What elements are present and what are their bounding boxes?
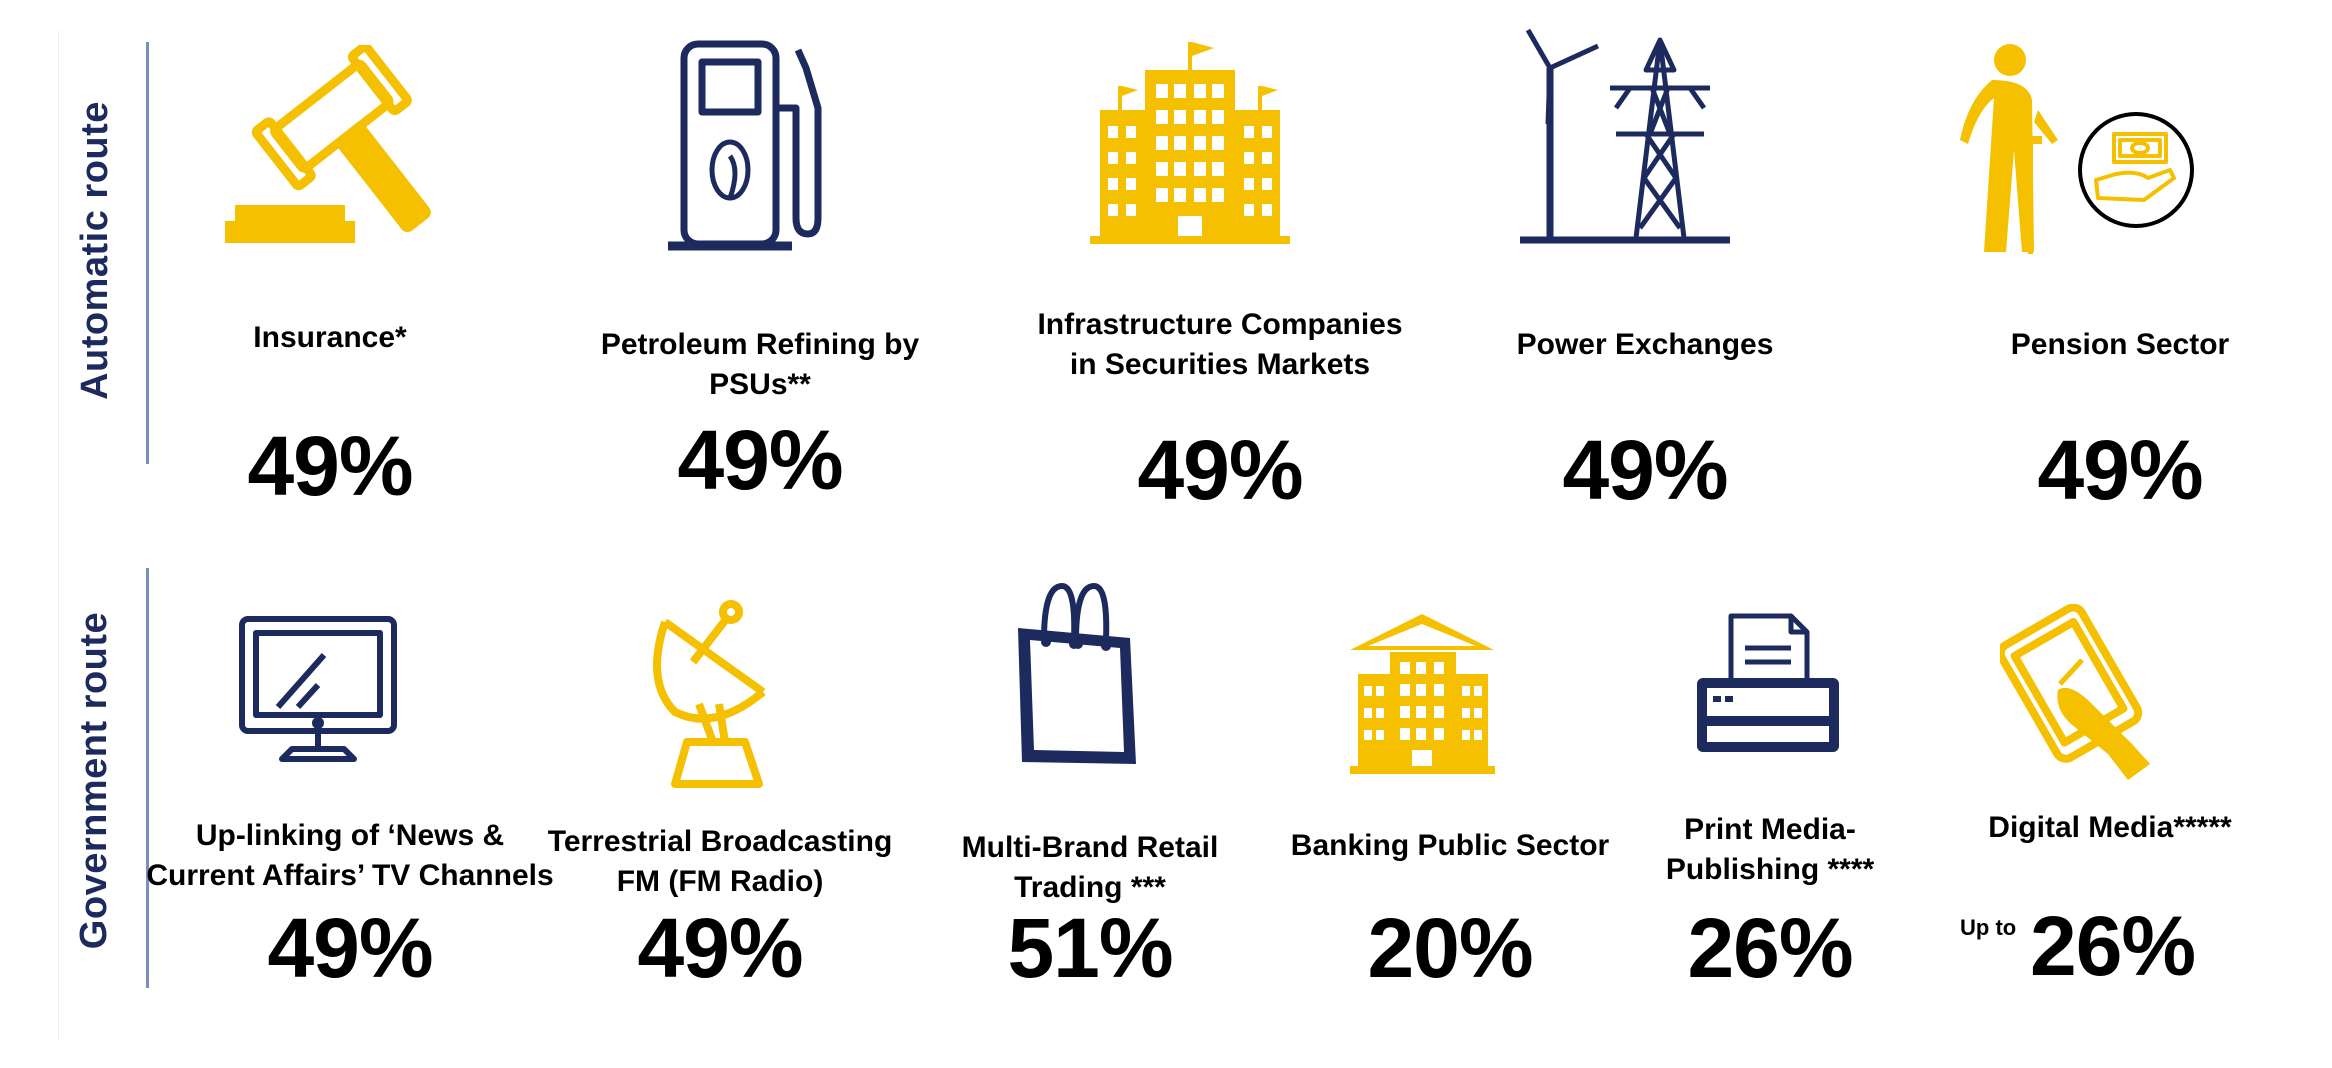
fdi-percentage: 49%: [1137, 423, 1303, 517]
fdi-percentage: 20%: [1367, 901, 1533, 995]
monitor-icon: [238, 615, 398, 765]
sector-label: Power Exchanges: [1516, 328, 1774, 361]
automatic-route-label: Automatic route: [73, 100, 116, 400]
sector-label: Banking Public Sector: [1290, 829, 1610, 862]
sector-label: Infrastructure Companies in Securities M…: [1037, 308, 1403, 381]
sector-label: Digital Media*****: [1988, 811, 2232, 844]
fdi-percentage: 49%: [2037, 423, 2203, 517]
printer-icon: [1693, 612, 1843, 757]
fdi-percentage: 51%: [1007, 901, 1173, 995]
left-edge-line: [58, 30, 59, 1040]
fdi-percentage: 26%: [2030, 899, 2196, 993]
fdi-percentage: 49%: [637, 901, 803, 995]
sector-label: Insurance*: [253, 321, 407, 354]
government-route-label: Government route: [73, 611, 116, 949]
tablet-touch-icon: [2000, 604, 2170, 784]
shopping-bag-icon: [1012, 580, 1142, 770]
sector-label: Petroleum Refining by PSUs**: [600, 328, 920, 401]
up-to-prefix: Up to: [1960, 915, 2017, 940]
government-route-divider: [146, 568, 149, 988]
fuel-pump-icon: [668, 38, 828, 258]
fdi-percentage: 49%: [677, 413, 843, 507]
sector-label: Terrestrial Broadcasting FM (FM Radio): [547, 825, 893, 898]
bank-building-icon: [1350, 612, 1495, 777]
sector-label: Up-linking of ‘News & Current Affairs’ T…: [146, 819, 554, 892]
sector-label: Print Media- Publishing ****: [1665, 813, 1875, 886]
satellite-dish-icon: [635, 592, 775, 792]
elderly-person-icon: [1948, 40, 2208, 265]
transmission-tower-icon: [1520, 28, 1740, 248]
sector-label: Multi-Brand Retail Trading ***: [961, 831, 1219, 904]
fdi-percentage: 49%: [247, 419, 413, 513]
gavel-icon: [225, 45, 445, 245]
fdi-percentage: 26%: [1687, 901, 1853, 995]
office-building-icon: [1090, 40, 1290, 250]
fdi-percentage: 49%: [267, 901, 433, 995]
fdi-percentage: 49%: [1562, 423, 1728, 517]
automatic-route-divider: [146, 42, 149, 464]
sector-label: Pension Sector: [2010, 328, 2230, 361]
